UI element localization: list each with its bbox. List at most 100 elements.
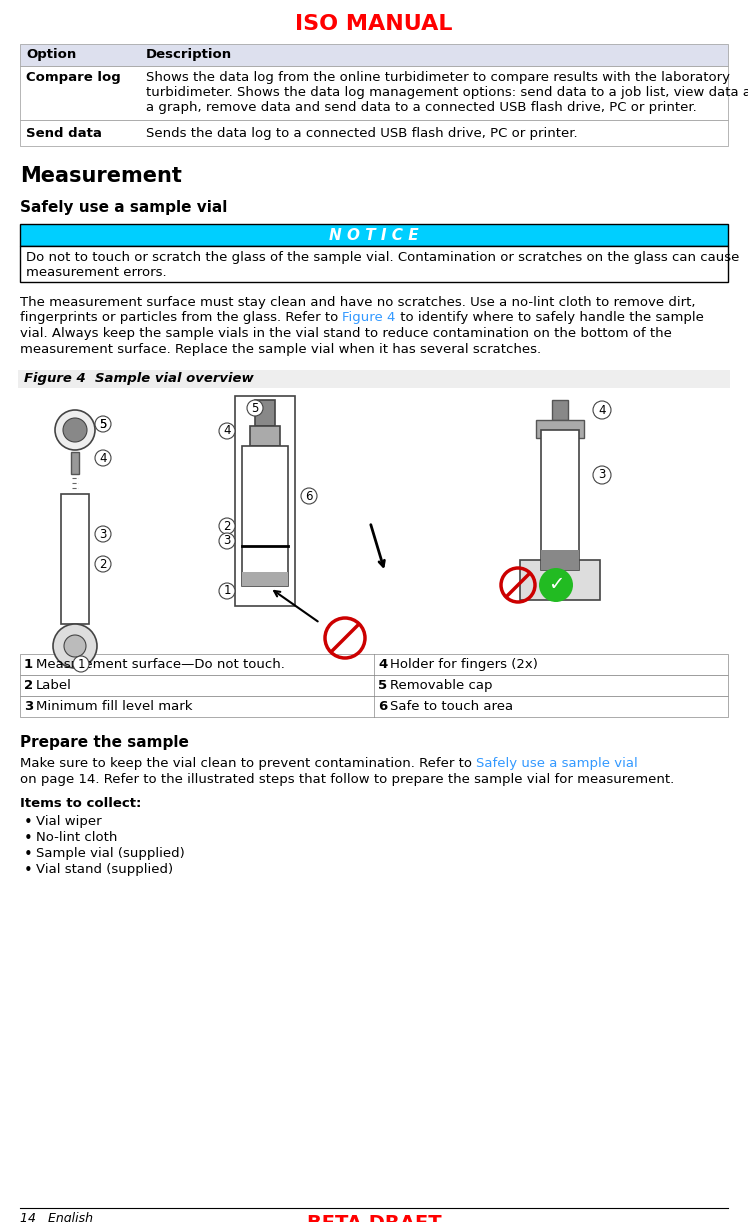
Bar [541,430,579,569]
Circle shape [55,411,95,450]
Bar [520,560,600,600]
Text: Figure 4  Sample vial overview: Figure 4 Sample vial overview [24,371,254,385]
Text: •: • [24,831,33,846]
Text: 5: 5 [99,418,107,430]
Bar [20,66,728,120]
Text: measurement surface. Replace the sample vial when it has several scratches.: measurement surface. Replace the sample … [20,342,541,356]
Bar [255,400,275,426]
Text: Make sure to keep the vial clean to prevent contamination. Refer to: Make sure to keep the vial clean to prev… [20,756,476,770]
Circle shape [539,568,573,602]
Text: to identify where to safely handle the sample: to identify where to safely handle the s… [396,312,704,325]
Text: Description: Description [146,48,232,61]
Text: Safely use a sample vial: Safely use a sample vial [20,200,227,215]
Text: Safe to touch area: Safe to touch area [390,700,513,712]
Text: Removable cap: Removable cap [390,679,492,692]
Bar [20,654,728,675]
Circle shape [63,418,87,442]
Text: Send data: Send data [26,127,102,141]
Circle shape [73,656,89,672]
Text: Minimum fill level mark: Minimum fill level mark [36,700,192,712]
Text: The measurement surface must stay clean and have no scratches. Use a no-lint clo: The measurement surface must stay clean … [20,296,696,309]
Circle shape [593,401,611,419]
Text: 5: 5 [251,402,259,414]
Text: ✓: ✓ [548,576,564,594]
Text: 2: 2 [223,519,230,533]
Bar [20,246,728,282]
Text: fingerprints or particles from the glass. Refer to: fingerprints or particles from the glass… [20,312,343,325]
Text: Holder for fingers (2x): Holder for fingers (2x) [390,657,538,671]
Bar [20,224,728,246]
Text: •: • [24,863,33,877]
Text: N O T I C E: N O T I C E [329,227,419,242]
Bar [536,420,584,437]
Circle shape [247,400,263,415]
Circle shape [593,466,611,484]
Text: 3: 3 [99,528,107,540]
Bar [242,572,288,587]
Text: Figure 4: Figure 4 [343,312,396,325]
Circle shape [95,556,111,572]
Text: 4: 4 [378,657,387,671]
Text: Sample vial (supplied): Sample vial (supplied) [36,847,185,860]
Text: No-lint cloth: No-lint cloth [36,831,117,844]
Text: Label: Label [36,679,72,692]
Text: Do not to touch or scratch the glass of the sample vial. Contamination or scratc: Do not to touch or scratch the glass of … [26,251,739,264]
Text: 1: 1 [223,584,230,598]
Circle shape [301,488,317,503]
Text: 1: 1 [24,657,33,671]
Circle shape [95,450,111,466]
Text: 1: 1 [77,657,85,671]
Text: Shows the data log from the online turbidimeter to compare results with the labo: Shows the data log from the online turbi… [146,71,730,84]
Bar [541,550,579,569]
Text: 2: 2 [99,557,107,571]
Text: Sends the data log to a connected USB flash drive, PC or printer.: Sends the data log to a connected USB fl… [146,127,577,141]
Bar [18,370,730,389]
Circle shape [219,583,235,599]
Bar [250,426,280,446]
Text: Prepare the sample: Prepare the sample [20,734,189,750]
Text: 3: 3 [24,700,33,712]
Text: Measurement surface—Do not touch.: Measurement surface—Do not touch. [36,657,285,671]
Text: 5: 5 [378,679,387,692]
Text: 14   English: 14 English [20,1212,93,1222]
Text: Vial wiper: Vial wiper [36,815,102,829]
Bar [20,675,728,697]
Text: •: • [24,815,33,830]
Text: vial. Always keep the sample vials in the vial stand to reduce contamination on : vial. Always keep the sample vials in th… [20,327,672,340]
Text: ISO MANUAL: ISO MANUAL [295,13,453,34]
Text: 4: 4 [598,403,606,417]
Bar [61,494,89,624]
Bar [20,44,728,66]
Text: Vial stand (supplied): Vial stand (supplied) [36,863,173,876]
Circle shape [219,533,235,549]
Text: 2: 2 [24,679,33,692]
Text: a graph, remove data and send data to a connected USB flash drive, PC or printer: a graph, remove data and send data to a … [146,101,696,114]
Bar [20,697,728,717]
Circle shape [64,635,86,657]
Text: 3: 3 [224,534,230,547]
Text: 5: 5 [99,418,107,430]
Text: 4: 4 [223,424,230,437]
Text: on page 14. Refer to the illustrated steps that follow to prepare the sample via: on page 14. Refer to the illustrated ste… [20,774,674,786]
Text: 6: 6 [378,700,387,712]
Text: measurement errors.: measurement errors. [26,266,167,279]
Text: •: • [24,847,33,862]
Text: 6: 6 [305,490,313,502]
Text: turbidimeter. Shows the data log management options: send data to a job list, vi: turbidimeter. Shows the data log managem… [146,86,748,99]
Text: 4: 4 [99,451,107,464]
Text: 3: 3 [598,468,606,481]
Circle shape [219,423,235,439]
Text: Compare log: Compare log [26,71,120,84]
Bar [235,396,295,606]
Circle shape [95,525,111,543]
Text: Option: Option [26,48,76,61]
Text: Measurement: Measurement [20,166,182,186]
Circle shape [53,624,97,668]
Circle shape [219,518,235,534]
Text: Items to collect:: Items to collect: [20,797,141,810]
Text: BETA DRAFT: BETA DRAFT [307,1213,441,1222]
Bar [20,120,728,145]
Text: Safely use a sample vial: Safely use a sample vial [476,756,638,770]
Bar [242,446,288,587]
Bar [71,452,79,474]
